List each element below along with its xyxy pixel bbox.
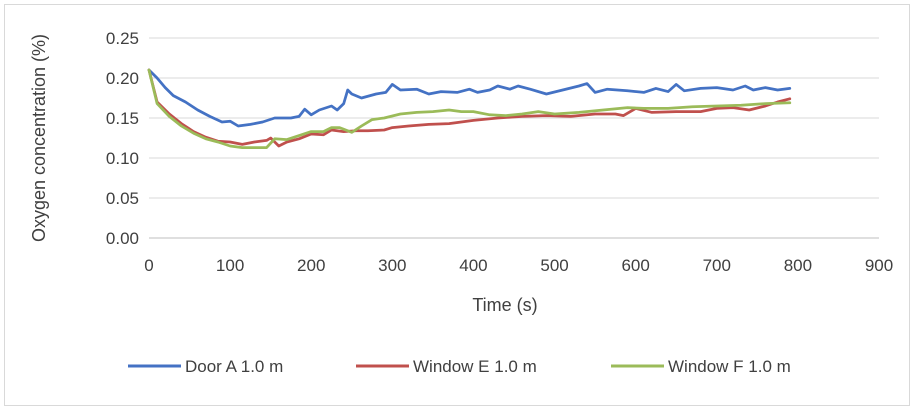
legend-label: Window F 1.0 m [668, 357, 791, 376]
x-tick-label: 500 [540, 256, 568, 275]
chart-area: 0.00 0.05 0.10 0.15 0.20 0.25 0 100 200 300 400 500… [4, 4, 910, 406]
legend-item: Window F 1.0 m [611, 357, 791, 376]
legend: Door A 1.0 m Window E 1.0 m Window F 1.0 m [128, 357, 791, 376]
y-tick-label: 0.15 [106, 109, 139, 128]
x-tick-label: 600 [621, 256, 649, 275]
series-lines [147, 68, 792, 149]
x-tick-label: 400 [459, 256, 487, 275]
x-axis-title: Time (s) [472, 295, 537, 315]
y-tick-label: 0.25 [106, 29, 139, 48]
x-tick-label: 800 [784, 256, 812, 275]
x-tick-label: 700 [703, 256, 731, 275]
legend-label: Door A 1.0 m [185, 357, 283, 376]
x-tick-label: 300 [378, 256, 406, 275]
series-line-2 [147, 68, 792, 148]
x-tick-label: 900 [865, 256, 893, 275]
y-tick-label: 0.05 [106, 189, 139, 208]
legend-label: Window E 1.0 m [413, 357, 537, 376]
x-tick-label: 100 [216, 256, 244, 275]
y-tick-label: 0.00 [106, 229, 139, 248]
x-tick-label: 200 [297, 256, 325, 275]
y-tick-label: 0.10 [106, 149, 139, 168]
line-chart: 0.00 0.05 0.10 0.15 0.20 0.25 0 100 200 300 400 500… [29, 29, 893, 376]
legend-item: Window E 1.0 m [356, 357, 537, 376]
series-line-3 [147, 68, 792, 149]
series-line-1 [147, 68, 792, 128]
tick-labels: 0.00 0.05 0.10 0.15 0.20 0.25 0 100 200 300 400 500… [106, 29, 893, 275]
legend-item: Door A 1.0 m [128, 357, 283, 376]
x-tick-label: 0 [144, 256, 153, 275]
y-tick-label: 0.20 [106, 69, 139, 88]
y-axis-title: Oxygen concentration (%) [29, 34, 49, 242]
